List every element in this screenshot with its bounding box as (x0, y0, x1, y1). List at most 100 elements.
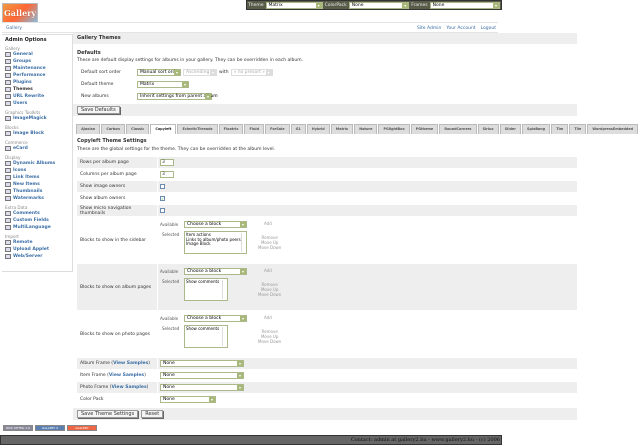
album-frame-select[interactable]: None (160, 360, 244, 367)
sidebar-item-themes[interactable]: Themes (5, 86, 69, 93)
gallery-logo[interactable]: Gallery (2, 3, 38, 23)
tab-wordpressembedded[interactable]: WordpressEmbedded (587, 124, 639, 134)
tab-eclecticthreads[interactable]: EclecticThreads (177, 124, 218, 134)
sidebar-item-groups[interactable]: Groups (5, 58, 69, 65)
default-theme-select[interactable]: Matrix (137, 80, 189, 88)
sidebar-item-web-server[interactable]: Web/Server (5, 253, 69, 260)
selected-block-item[interactable]: Show comments (186, 326, 220, 331)
save-defaults-button[interactable]: Save Defaults (77, 106, 120, 114)
selected-block-item[interactable]: Show comments (186, 279, 220, 284)
tab-tim[interactable]: Tim (551, 124, 569, 134)
selected-blocks-list[interactable]: Show comments (184, 278, 228, 301)
image-owners-checkbox[interactable] (160, 184, 165, 189)
sidebar-item-general[interactable]: General (5, 51, 69, 58)
sidebar-item-plugins[interactable]: Plugins (5, 79, 69, 86)
your-account-link[interactable]: Your Account (446, 26, 476, 31)
selected-blocks-list[interactable]: Show comments (184, 325, 228, 348)
tab-siriux[interactable]: Siriux (477, 124, 499, 134)
module-icon (5, 101, 11, 106)
logout-link[interactable]: Logout (480, 26, 496, 31)
theme-select[interactable]: Matrix (265, 1, 323, 9)
sidebar-item-maintenance[interactable]: Maintenance (5, 65, 69, 72)
tab-g1[interactable]: G1 (290, 124, 306, 134)
gallery-badge[interactable]: GALLERY (67, 425, 97, 431)
selected-blocks-list[interactable]: Item actions Links to album/photo peers Im… (184, 231, 247, 254)
sidebar-item-ecard[interactable]: eCard (5, 145, 69, 152)
tab-carbon[interactable]: Carbon (101, 124, 126, 134)
move-down-button[interactable]: Move Down (258, 339, 282, 344)
sidebar-item-dynamic-albums[interactable]: Dynamic Albums (5, 160, 69, 167)
tab-ajaxian[interactable]: Ajaxian (76, 124, 101, 134)
color-pack-select[interactable]: None (160, 396, 216, 403)
sidebar-item-link-items[interactable]: Link Items (5, 174, 69, 181)
presort-select[interactable]: « no presort » (230, 68, 273, 76)
rows-input[interactable]: 3 (160, 159, 174, 166)
w3c-badge[interactable]: W3C XHTML 1.0 (3, 425, 33, 431)
photo-frame-select[interactable]: None (160, 384, 244, 391)
add-block-button[interactable]: Add (264, 315, 272, 320)
move-up-button[interactable]: Move Up (260, 287, 279, 292)
photo-frame-samples-link[interactable]: View Samples (111, 385, 147, 390)
frames-select[interactable]: None (429, 1, 500, 9)
sidebar-item-url-rewrite[interactable]: URL Rewrite (5, 93, 69, 100)
move-down-button[interactable]: Move Down (258, 292, 282, 297)
item-frame-samples-link[interactable]: View Samples (108, 373, 145, 378)
item-frame-select[interactable]: None (160, 372, 244, 379)
available-blocks-select[interactable]: Choose a block (184, 221, 247, 228)
tab-pgtheme[interactable]: PGtheme (410, 124, 439, 134)
sidebar-item-watermarks[interactable]: Watermarks (5, 195, 69, 202)
selected-block-item[interactable]: Links to album/photo peers (186, 236, 241, 242)
tab-tile[interactable]: Tile (569, 124, 587, 134)
sidebar-item-imagemagick[interactable]: ImageMagick (5, 115, 69, 122)
sidebar-item-new-items[interactable]: New Items (5, 181, 69, 188)
new-albums-select[interactable]: Inherit settings from parent album (137, 92, 218, 100)
sidebar-item-users[interactable]: Users (5, 100, 69, 107)
remove-block-button[interactable]: Remove (261, 235, 278, 240)
move-down-button[interactable]: Move Down (258, 245, 282, 250)
tab-slider[interactable]: Slider (499, 124, 521, 134)
gallery2-badge[interactable]: GALLERY 2 (35, 425, 65, 431)
add-block-button[interactable]: Add (264, 268, 272, 273)
tab-pglightbox[interactable]: PGlightBox (378, 124, 410, 134)
tab-fluid[interactable]: Fluid (244, 124, 265, 134)
selected-block-item[interactable]: Item actions (186, 232, 211, 237)
tab-forsale[interactable]: ForSale (265, 124, 290, 134)
tab-classic[interactable]: Classic (126, 124, 150, 134)
album-frame-samples-link[interactable]: View Samples (113, 361, 149, 366)
tab-matrix[interactable]: Matrix (330, 124, 354, 134)
move-up-button[interactable]: Move Up (260, 334, 279, 339)
tab-splabang[interactable]: SplaBang (521, 124, 551, 134)
sidebar-item-thumbnails[interactable]: Thumbnails (5, 188, 69, 195)
breadcrumb-gallery[interactable]: Gallery (6, 26, 23, 31)
sidebar-item-comments[interactable]: Comments (5, 210, 69, 217)
tab-hybrid[interactable]: Hybrid (306, 124, 330, 134)
micro-nav-checkbox[interactable] (160, 208, 165, 213)
add-block-button[interactable]: Add (264, 221, 272, 226)
remove-block-button[interactable]: Remove (261, 282, 278, 287)
sort-direction-select[interactable]: Ascending (183, 68, 217, 76)
sidebar-group-heading: Display (5, 155, 21, 160)
save-theme-settings-button[interactable]: Save Theme Settings (77, 410, 139, 418)
colorpack-select[interactable]: None (348, 1, 410, 9)
sidebar-item-custom-fields[interactable]: Custom Fields (5, 217, 69, 224)
columns-input[interactable]: 3 (160, 171, 174, 178)
sidebar-item-multilanguage[interactable]: MultiLanguage (5, 224, 69, 231)
sidebar-item-remote[interactable]: Remote (5, 239, 69, 246)
tab-roundcorners[interactable]: RoundCorners (439, 124, 477, 134)
move-up-button[interactable]: Move Up (260, 240, 279, 245)
sort-order-select[interactable]: Manual sort order (137, 68, 181, 76)
tab-copyleft[interactable]: Copyleft (150, 124, 177, 134)
tab-nature[interactable]: Nature (354, 124, 378, 134)
selected-block-item[interactable]: Image Block (186, 241, 211, 246)
tab-floatrix[interactable]: Floatrix (218, 124, 244, 134)
remove-block-button[interactable]: Remove (261, 329, 278, 334)
available-blocks-select[interactable]: Choose a block (184, 315, 247, 322)
sidebar-item-upload-applet[interactable]: Upload Applet (5, 246, 69, 253)
album-owners-checkbox[interactable]: ✓ (160, 196, 165, 201)
reset-button[interactable]: Reset (141, 410, 164, 418)
sidebar-item-image-block[interactable]: Image Block (5, 130, 69, 137)
sidebar-item-performance[interactable]: Performance (5, 72, 69, 79)
site-admin-link[interactable]: Site Admin (416, 26, 442, 31)
sidebar-item-icons[interactable]: Icons (5, 167, 69, 174)
available-blocks-select[interactable]: Choose a block (184, 268, 247, 275)
